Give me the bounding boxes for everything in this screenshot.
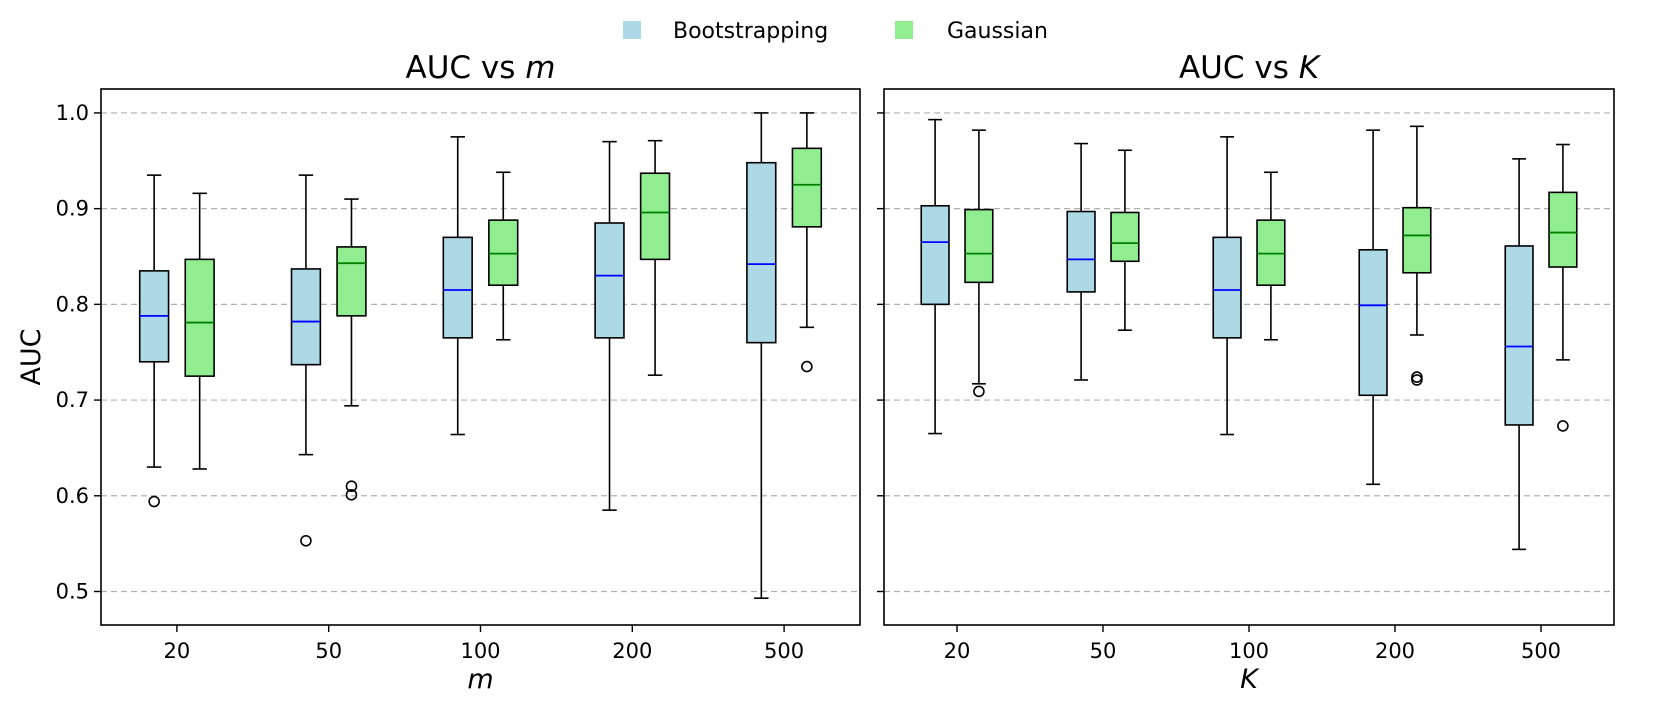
iqr-box <box>488 219 519 287</box>
box-bootstrapping-20 <box>138 174 170 508</box>
outlier-point <box>345 480 358 493</box>
box-gaussian-20 <box>184 192 215 470</box>
iqr-box <box>1066 210 1096 293</box>
outlier-point <box>1411 371 1423 383</box>
grid-lines <box>101 112 860 593</box>
iqr-box <box>1358 249 1388 397</box>
iqr-box <box>1402 206 1432 274</box>
x-axis-title: K <box>1240 664 1260 695</box>
box-gaussian-20 <box>964 129 994 398</box>
legend-label-bootstrapping: Bootstrapping <box>673 19 828 44</box>
x-axis-ticks: 20 50 100 200 500 <box>944 625 1561 663</box>
box-bootstrapping-100 <box>442 136 473 436</box>
y-tick-label: 0.8 <box>56 292 89 316</box>
box-bootstrapping-500 <box>746 112 777 600</box>
outlier-point <box>345 489 358 501</box>
x-axis-ticks: 20 50 100 200 500 <box>164 625 804 663</box>
x-tick-label: 50 <box>1090 639 1117 663</box>
y-tick-label: 0.9 <box>56 197 89 221</box>
x-tick-label: 200 <box>612 639 652 663</box>
box-gaussian-500 <box>1548 143 1578 432</box>
box-bootstrapping-200 <box>1358 129 1388 486</box>
iqr-box <box>964 208 994 284</box>
box-bootstrapping-50 <box>1066 142 1096 381</box>
grid-lines <box>884 112 1614 593</box>
y-tick-label: 0.6 <box>56 484 89 508</box>
x-tick-label: 50 <box>315 639 342 663</box>
y-axis-title: AUC <box>16 328 47 385</box>
iqr-box <box>1110 211 1140 263</box>
x-tick-label: 100 <box>1229 639 1269 663</box>
iqr-box <box>336 246 367 317</box>
y-tick-label: 0.5 <box>56 580 89 604</box>
x-axis-title: m <box>467 664 493 695</box>
box-gaussian-200 <box>639 139 671 376</box>
y-axis-ticks <box>877 112 884 593</box>
box-bootstrapping-200 <box>594 140 625 511</box>
panel-title: AUC vs m <box>406 50 556 86</box>
box-bootstrapping-20 <box>920 118 950 435</box>
iqr-box <box>746 161 777 344</box>
legend-swatch-gaussian <box>895 21 913 39</box>
box-bootstrapping-500 <box>1504 158 1534 551</box>
outlier-point <box>973 385 985 398</box>
x-tick-label: 100 <box>460 639 500 663</box>
iqr-box <box>920 204 950 306</box>
panel-auc-vs-m: 0.5 0.6 0.7 0.8 0.9 1.0 20 50 100 200 500 AUC vs … <box>16 50 861 695</box>
iqr-box <box>184 258 215 377</box>
box-gaussian-50 <box>1110 149 1140 332</box>
outlier-point <box>148 495 160 508</box>
panel-auc-vs-k: 20 50 100 200 500 AUC vs K K <box>877 50 1615 695</box>
legend: Bootstrapping Gaussian <box>623 19 1048 44</box>
iqr-box <box>442 236 473 339</box>
iqr-box <box>639 172 671 261</box>
box-bootstrapping-50 <box>290 174 322 547</box>
legend-label-gaussian: Gaussian <box>947 19 1048 44</box>
iqr-box <box>594 222 625 339</box>
panel-title-variable: m <box>525 50 555 86</box>
iqr-box <box>1548 191 1578 268</box>
box-bootstrapping-100 <box>1212 136 1242 436</box>
iqr-box <box>290 268 322 366</box>
x-tick-label: 20 <box>164 639 191 663</box>
box-gaussian-50 <box>336 198 367 501</box>
legend-swatch-bootstrapping <box>623 21 641 39</box>
iqr-box <box>1212 236 1242 339</box>
outlier-point <box>1557 420 1569 432</box>
box-gaussian-100 <box>488 171 519 341</box>
box-plots <box>138 112 823 600</box>
outlier-point <box>801 360 813 373</box>
x-tick-label: 500 <box>764 639 804 663</box>
box-gaussian-100 <box>1256 171 1286 341</box>
panel-title-variable: K <box>1299 50 1322 86</box>
iqr-box <box>1504 245 1534 426</box>
panel-title: AUC vs K <box>1179 50 1322 86</box>
iqr-box <box>791 147 823 228</box>
y-tick-label: 1.0 <box>56 101 89 125</box>
box-gaussian-200 <box>1402 125 1432 386</box>
iqr-box <box>1256 219 1286 287</box>
panel-title-prefix: AUC vs <box>406 50 526 86</box>
outlier-point <box>300 534 312 547</box>
y-tick-label: 0.7 <box>56 388 89 412</box>
box-gaussian-500 <box>791 112 823 373</box>
panel-title-prefix: AUC vs <box>1179 50 1299 86</box>
x-tick-label: 500 <box>1521 639 1561 663</box>
box-plots <box>920 118 1578 551</box>
x-tick-label: 200 <box>1375 639 1415 663</box>
y-axis-ticks: 0.5 0.6 0.7 0.8 0.9 1.0 <box>56 101 101 604</box>
x-tick-label: 20 <box>944 639 971 663</box>
